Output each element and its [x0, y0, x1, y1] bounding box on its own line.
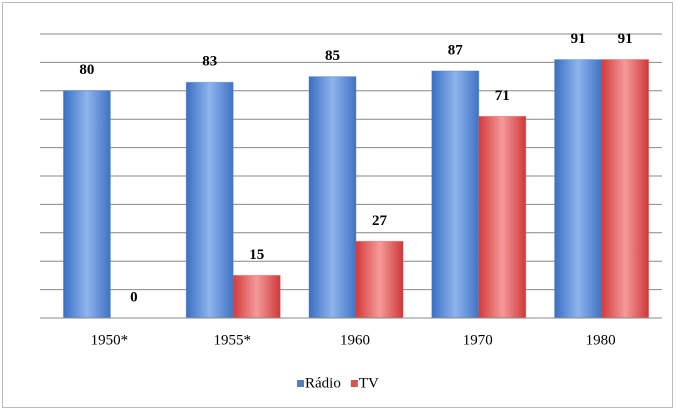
- bar: [554, 59, 603, 319]
- x-tick-label: 1980: [586, 332, 616, 348]
- data-label: 80: [79, 62, 94, 78]
- bar: [431, 70, 480, 319]
- legend-label: TV: [359, 375, 379, 391]
- bar: [62, 90, 111, 319]
- data-label: 71: [495, 88, 510, 104]
- legend-swatch: [350, 380, 358, 387]
- data-label: 91: [618, 31, 633, 47]
- bar: [355, 240, 404, 319]
- legend-label: Rádio: [305, 375, 341, 391]
- legend-swatch: [297, 380, 304, 387]
- data-label: 83: [202, 54, 217, 70]
- data-label: 15: [249, 247, 264, 263]
- bar: [232, 274, 281, 319]
- bar: [478, 115, 527, 319]
- data-label: 91: [571, 31, 586, 47]
- x-tick-label: 1970: [463, 332, 493, 348]
- bar: [601, 59, 650, 319]
- bar: [308, 76, 357, 319]
- data-label: 27: [372, 213, 388, 229]
- data-label: 87: [448, 42, 464, 58]
- bar: [185, 81, 234, 319]
- data-label: 85: [325, 48, 340, 64]
- data-label: 0: [130, 289, 138, 305]
- x-tick-label: 1950*: [91, 332, 129, 348]
- x-tick-label: 1960: [340, 332, 370, 348]
- x-tick-label: 1955*: [213, 332, 251, 348]
